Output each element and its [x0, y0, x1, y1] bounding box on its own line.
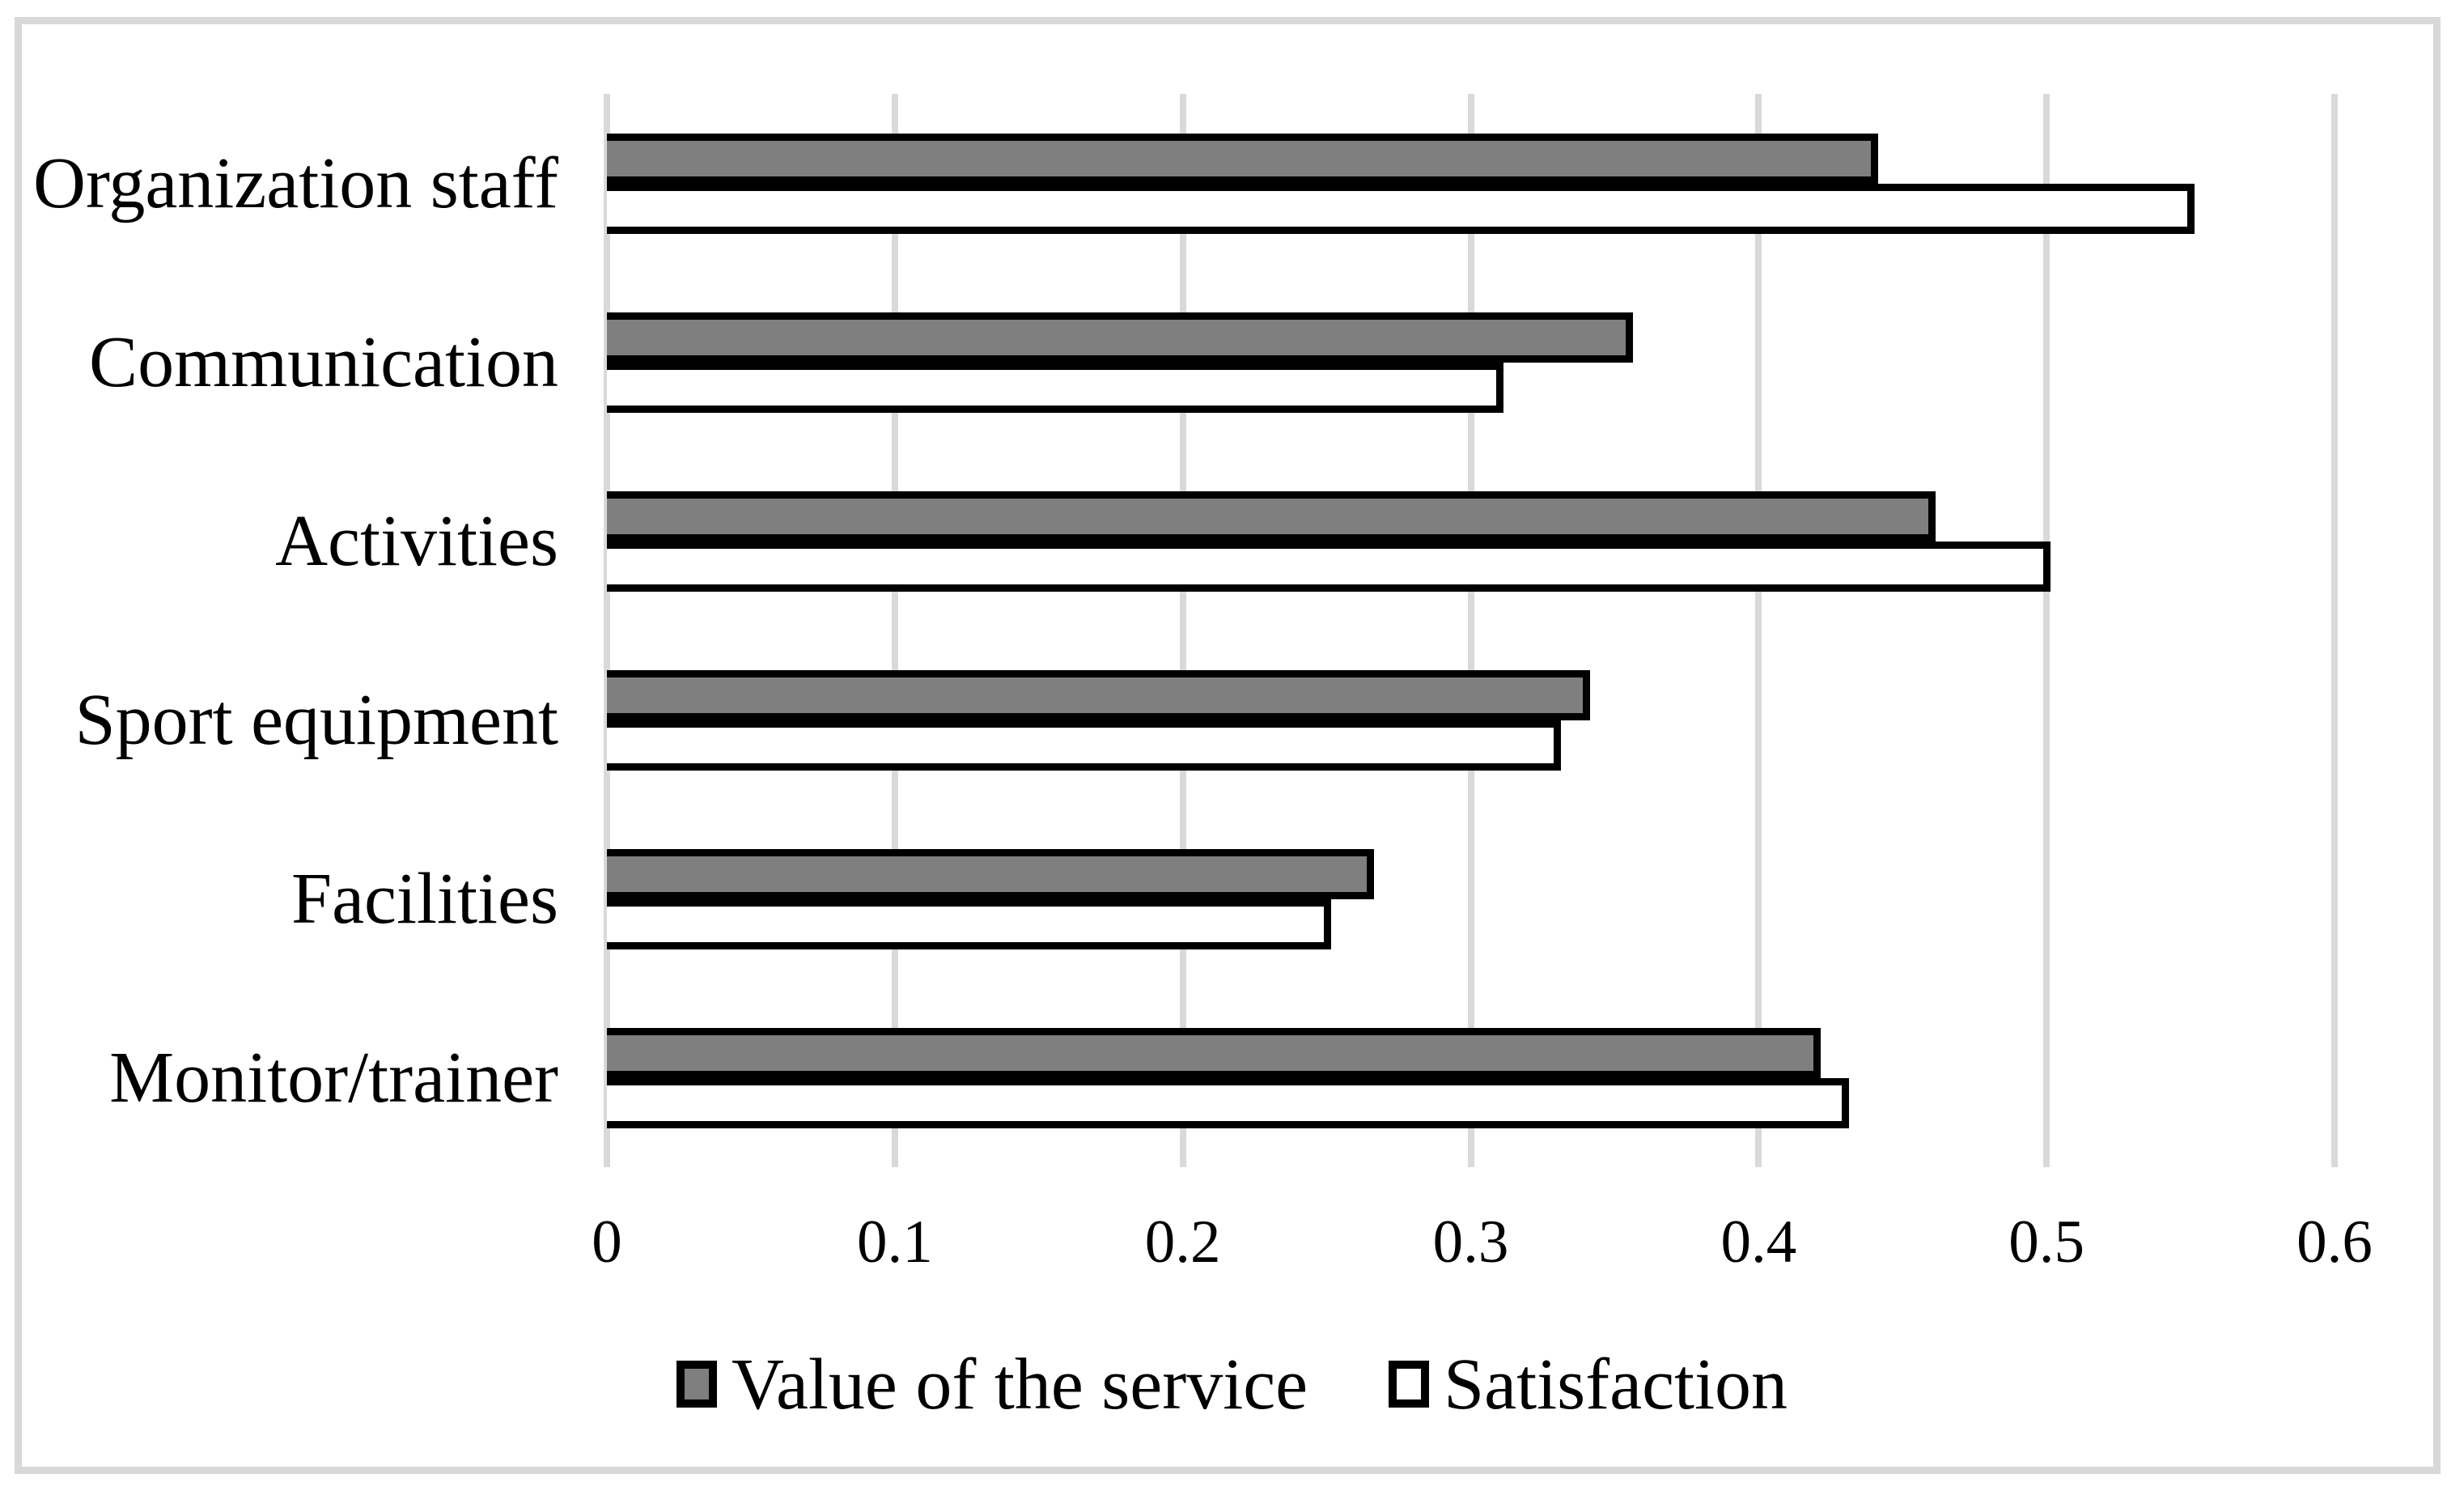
bar-value-of-the-service-communication — [607, 312, 1634, 363]
x-tick-label-0.5: 0.5 — [2008, 1208, 2085, 1276]
x-tick-label-0: 0 — [592, 1208, 622, 1276]
category-label-communication: Communication — [89, 321, 558, 402]
bar-value-of-the-service-facilities — [607, 848, 1374, 899]
gridline-0.3 — [1467, 94, 1474, 1167]
legend-swatch-value-of-the-service — [676, 1361, 717, 1408]
legend: Value of the service Satisfaction — [0, 1336, 2464, 1433]
category-label-organization-staff: Organization staff — [33, 142, 558, 223]
x-tick-label-0.3: 0.3 — [1432, 1208, 1509, 1276]
gridline-0.5 — [2043, 94, 2051, 1167]
legend-label-satisfaction: Satisfaction — [1444, 1344, 1788, 1425]
category-label-sport-equipment: Sport equipment — [74, 679, 558, 760]
x-tick-label-0.1: 0.1 — [856, 1208, 933, 1276]
legend-label-value-of-the-service: Value of the service — [731, 1344, 1308, 1425]
category-label-monitor-trainer: Monitor/trainer — [109, 1037, 558, 1118]
gridline-0.1 — [891, 94, 898, 1167]
bar-value-of-the-service-sport-equipment — [607, 669, 1590, 720]
gridline-0.6 — [2331, 94, 2338, 1167]
bar-satisfaction-sport-equipment — [607, 720, 1562, 771]
legend-item-value-of-the-service: Value of the service — [676, 1343, 1308, 1426]
bar-value-of-the-service-activities — [607, 491, 1936, 542]
bar-satisfaction-organization-staff — [607, 183, 2195, 234]
category-label-facilities: Facilities — [291, 858, 558, 939]
category-label-activities: Activities — [275, 500, 558, 581]
x-tick-label-0.2: 0.2 — [1144, 1208, 1221, 1276]
legend-item-satisfaction: Satisfaction — [1389, 1343, 1788, 1426]
gridline-0.2 — [1179, 94, 1186, 1167]
gridline-0.4 — [1755, 94, 1762, 1167]
legend-swatch-satisfaction — [1389, 1361, 1430, 1408]
bar-satisfaction-communication — [607, 362, 1504, 413]
bar-satisfaction-monitor-trainer — [607, 1077, 1850, 1128]
x-tick-label-0.6: 0.6 — [2296, 1208, 2373, 1276]
bar-value-of-the-service-organization-staff — [607, 133, 1878, 184]
gridline-0 — [604, 94, 610, 1167]
x-tick-label-0.4: 0.4 — [1720, 1208, 1797, 1276]
bar-value-of-the-service-monitor-trainer — [607, 1027, 1821, 1078]
bar-satisfaction-facilities — [607, 898, 1331, 949]
bar-satisfaction-activities — [607, 541, 2051, 592]
